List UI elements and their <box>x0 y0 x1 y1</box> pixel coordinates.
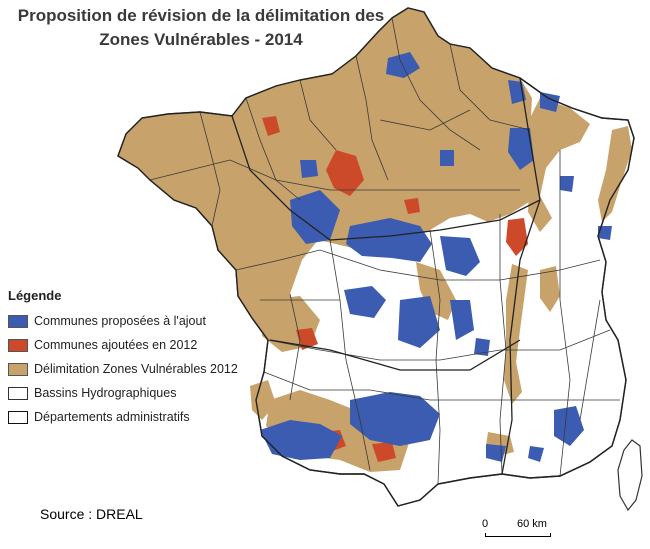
legend-title: Légende <box>8 288 62 303</box>
legend-swatch-departments <box>8 410 28 424</box>
map-title-line1: Proposition de révision de la délimitati… <box>17 6 385 25</box>
legend-swatch-zv-2012 <box>8 362 28 376</box>
scale-start-label: 0 <box>482 518 489 530</box>
zv-2012-alsace <box>598 126 632 222</box>
legend-label-basins: Bassins Hydrographiques <box>34 386 177 400</box>
legend-item-basins: Bassins Hydrographiques <box>8 381 238 405</box>
scale-bar-line <box>485 533 551 537</box>
legend-item-added-2012: Communes ajoutées en 2012 <box>8 333 238 357</box>
legend-label-proposed: Communes proposées à l'ajout <box>34 314 206 328</box>
zv-2012-rhone <box>504 264 528 404</box>
map-title: Proposition de révision de la délimitati… <box>6 4 396 52</box>
scale-bar: 0 60 km <box>479 515 569 539</box>
legend-label-departments: Départements administratifs <box>34 410 190 424</box>
zv-2012-lorraine <box>524 98 590 232</box>
legend-item-departments: Départements administratifs <box>8 405 238 429</box>
zv-2012-aquitaine <box>250 380 276 420</box>
map-title-line2: Zones Vulnérables - 2014 <box>99 30 303 49</box>
corsica-outline <box>617 439 643 512</box>
zv-2012-centre-south <box>416 262 456 320</box>
legend-swatch-added-2012 <box>8 338 28 352</box>
legend-swatch-basins <box>8 386 28 400</box>
legend-item-proposed: Communes proposées à l'ajout <box>8 309 238 333</box>
legend: Légende Communes proposées à l'ajout Com… <box>8 288 238 429</box>
zv-2012-alps <box>540 266 560 312</box>
legend-swatch-proposed <box>8 314 28 328</box>
france-border <box>117 7 635 507</box>
department-boundaries <box>149 17 620 485</box>
source-credit: Source : DREAL <box>40 506 143 522</box>
legend-label-zv-2012: Délimitation Zones Vulnérables 2012 <box>34 362 238 376</box>
legend-item-zv-2012: Délimitation Zones Vulnérables 2012 <box>8 357 238 381</box>
legend-label-added-2012: Communes ajoutées en 2012 <box>34 338 198 352</box>
scale-end-label: 60 km <box>517 518 547 530</box>
basin-boundaries <box>231 77 541 475</box>
